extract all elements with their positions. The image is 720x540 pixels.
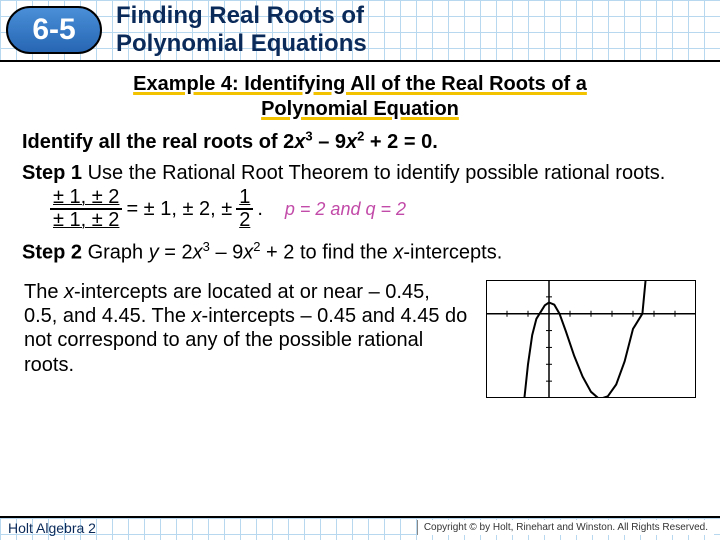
slide-content: Example 4: Identifying All of the Real R…	[0, 62, 720, 398]
step2-e: -intercepts.	[403, 242, 502, 264]
problem-x2: x	[346, 131, 357, 153]
example-heading-line2: Polynomial Equation	[22, 97, 698, 122]
problem-mid: – 9	[313, 131, 346, 153]
bottom-row: The x-intercepts are located at or near …	[22, 280, 698, 398]
step2-label: Step 2	[22, 242, 82, 264]
footer-left: Holt Algebra 2	[8, 520, 96, 536]
step2-d: + 2 to find the	[260, 242, 393, 264]
rational-roots-row: ± 1, ± 2 ± 1, ± 2 = ± 1, ± 2, ± 1 2 . p …	[22, 187, 698, 231]
lesson-title-line1: Finding Real Roots of	[116, 2, 367, 30]
equals-text: = ± 1, ± 2, ±	[126, 198, 232, 221]
frac2-den: 2	[236, 210, 253, 231]
lesson-title: Finding Real Roots of Polynomial Equatio…	[116, 2, 367, 57]
fraction-pq: ± 1, ± 2 ± 1, ± 2	[50, 187, 122, 231]
problem-suffix: + 2 = 0.	[364, 131, 437, 153]
lesson-number: 6-5	[32, 13, 75, 47]
step1: Step 1 Use the Rational Root Theorem to …	[22, 161, 698, 185]
example-heading-line1: Example 4: Identifying All of the Real R…	[22, 72, 698, 97]
int-x2: x	[192, 305, 202, 327]
slide-header: 6-5 Finding Real Roots of Polynomial Equ…	[0, 0, 720, 62]
frac2-num: 1	[236, 187, 253, 210]
lesson-number-pill: 6-5	[6, 6, 102, 54]
example-heading: Example 4: Identifying All of the Real R…	[22, 72, 698, 122]
int-a: The	[24, 281, 64, 303]
polynomial-graph	[486, 280, 696, 398]
pq-note: p = 2 and q = 2	[285, 199, 406, 220]
step2-b: = 2	[159, 242, 193, 264]
footer-right: Copyright © by Holt, Rinehart and Winsto…	[417, 520, 714, 535]
slide-footer: Holt Algebra 2 Copyright © by Holt, Rine…	[0, 516, 720, 540]
lesson-title-line2: Polynomial Equations	[116, 30, 367, 58]
problem-x3: x	[294, 131, 305, 153]
step2-a: Graph	[82, 242, 149, 264]
step1-text: Use the Rational Root Theorem to identif…	[82, 162, 665, 184]
int-x1: x	[64, 281, 74, 303]
step2-y: y	[149, 242, 159, 264]
intercepts-text: The x-intercepts are located at or near …	[24, 280, 468, 398]
problem-prefix: Identify all the real roots of 2	[22, 131, 294, 153]
frac1-den: ± 1, ± 2	[50, 210, 122, 231]
frac1-num: ± 1, ± 2	[50, 187, 122, 210]
step2-x3: x	[193, 242, 203, 264]
step2-x2: x	[243, 242, 253, 264]
step2-xint: x	[393, 242, 403, 264]
step2: Step 2 Graph y = 2x3 – 9x2 + 2 to find t…	[22, 239, 698, 266]
step1-label: Step 1	[22, 162, 82, 184]
step2-c: – 9	[210, 242, 243, 264]
fraction-half: 1 2	[236, 187, 253, 231]
period: .	[257, 198, 263, 221]
problem-statement: Identify all the real roots of 2x3 – 9x2…	[22, 128, 698, 155]
